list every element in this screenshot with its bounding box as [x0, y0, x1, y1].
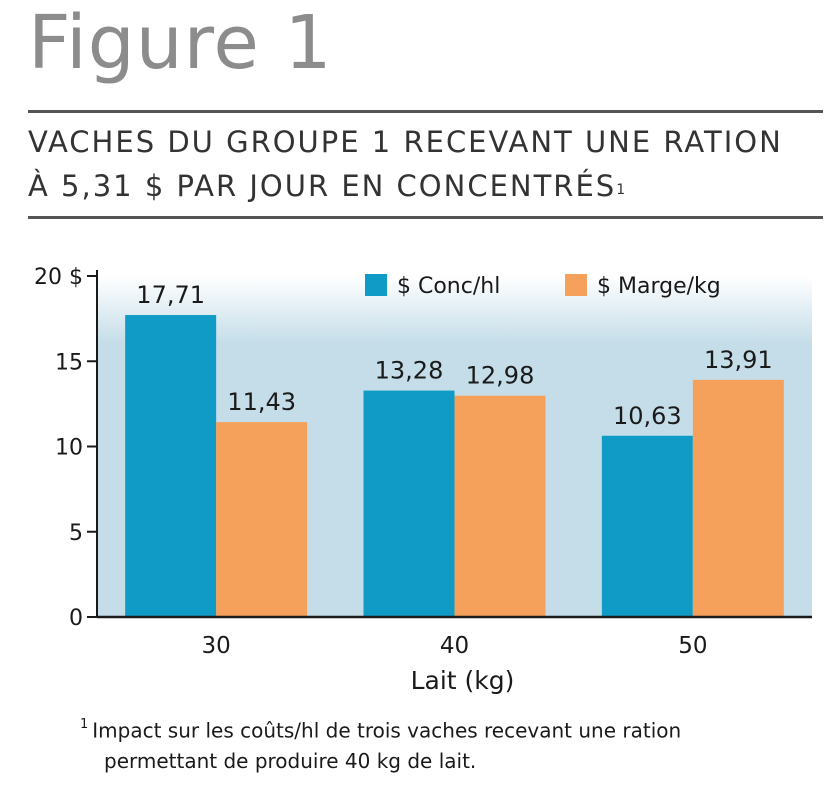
bar	[454, 395, 546, 617]
footnote-line1: Impact sur les coûts/hl de trois vaches …	[92, 718, 682, 743]
y-tick-label: 5	[69, 521, 83, 546]
title-rule-top	[28, 110, 823, 113]
data-label: 13,91	[704, 346, 773, 374]
bar	[216, 422, 308, 617]
chart-title-line1: VACHES DU GROUPE 1 RECEVANT UNE RATION	[28, 125, 783, 159]
bar	[363, 390, 455, 617]
data-label: 10,63	[613, 402, 682, 430]
bar-chart: 0 5 10 15 20 $ 17,71 11,43 30 13,28 12,98 40 10,63 1…	[34, 265, 812, 695]
footnote-mark: 1	[80, 717, 89, 732]
x-tick-label: 30	[202, 633, 231, 659]
x-tick-label: 50	[678, 633, 707, 659]
footnote-line2: permettant de produire 40 kg de lait.	[104, 748, 477, 773]
x-tick-label: 40	[440, 633, 469, 659]
legend-swatch	[565, 274, 587, 296]
y-tick-label: 0	[69, 606, 83, 631]
data-label: 11,43	[227, 388, 296, 416]
x-axis-label: Lait (kg)	[411, 666, 515, 695]
legend-swatch	[365, 274, 387, 296]
footnote: 1 Impact sur les coûts/hl de trois vaches…	[80, 712, 820, 776]
data-label: 12,98	[466, 362, 535, 390]
data-label: 13,28	[375, 357, 444, 385]
legend-label: $ Conc/hl	[397, 274, 500, 299]
title-footnote-mark: 1	[616, 182, 626, 198]
legend-label: $ Marge/kg	[597, 274, 721, 299]
y-tick-label: 20 $	[34, 265, 83, 290]
chart-title: VACHES DU GROUPE 1 RECEVANT UNE RATION À…	[28, 120, 823, 208]
bar	[692, 379, 784, 617]
y-tick-label: 15	[55, 350, 83, 375]
figure-label: Figure 1	[28, 0, 333, 86]
y-tick-label: 10	[55, 436, 83, 461]
bar	[125, 315, 217, 617]
chart-title-line2: À 5,31 $ PAR JOUR EN CONCENTRÉS	[28, 169, 617, 203]
data-label: 17,71	[136, 281, 205, 309]
bar	[601, 435, 693, 617]
title-rule-bottom	[28, 216, 823, 219]
